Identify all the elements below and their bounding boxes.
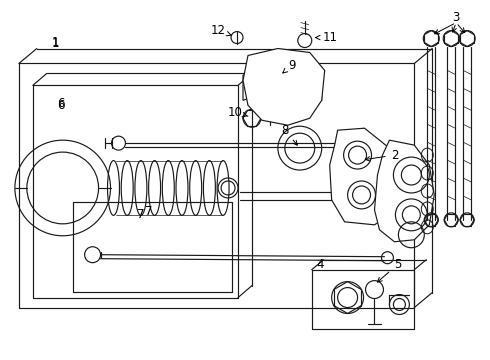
- Polygon shape: [243, 49, 325, 125]
- Polygon shape: [243, 66, 258, 100]
- Text: 2: 2: [366, 149, 398, 162]
- Text: 4: 4: [316, 258, 323, 271]
- Text: 11: 11: [316, 31, 337, 44]
- Text: 9: 9: [283, 59, 295, 73]
- Polygon shape: [374, 140, 434, 242]
- Polygon shape: [330, 128, 399, 225]
- Text: 10: 10: [227, 106, 248, 119]
- Text: 5: 5: [377, 258, 401, 282]
- Text: 7: 7: [137, 208, 144, 221]
- Text: 3: 3: [452, 11, 460, 24]
- Polygon shape: [310, 66, 322, 100]
- Text: 7: 7: [145, 205, 152, 219]
- Text: 1: 1: [52, 37, 59, 50]
- Text: 6: 6: [57, 97, 65, 110]
- Text: 1: 1: [52, 36, 59, 49]
- Text: 8: 8: [281, 124, 297, 145]
- Text: 12: 12: [211, 24, 231, 37]
- Text: 6: 6: [57, 99, 65, 112]
